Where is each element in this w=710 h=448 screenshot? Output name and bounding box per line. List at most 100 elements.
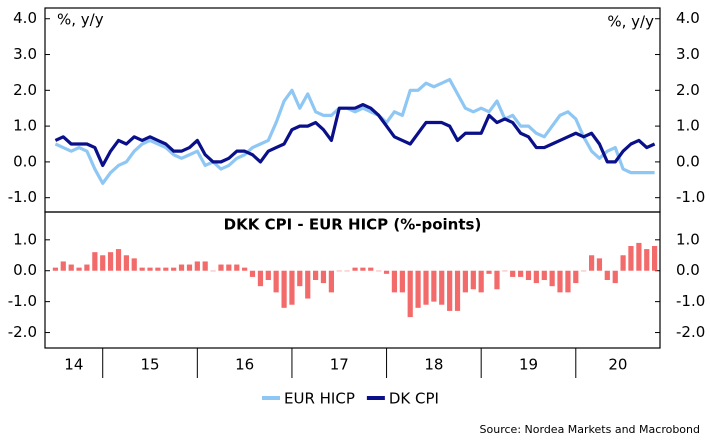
bar <box>628 246 634 271</box>
bar <box>431 270 437 302</box>
bar <box>234 264 240 271</box>
bar <box>376 270 382 272</box>
bar <box>68 264 74 271</box>
bar <box>486 270 492 274</box>
y2-tick-label: -1.0 <box>676 188 705 206</box>
bar <box>454 270 461 311</box>
bar <box>415 270 421 308</box>
bar <box>202 261 208 271</box>
bar <box>652 246 658 271</box>
bar <box>336 270 342 272</box>
legend-label: EUR HICP <box>284 390 355 408</box>
bar <box>92 252 98 271</box>
bar <box>439 270 445 305</box>
bar <box>391 270 398 293</box>
bar <box>131 258 137 271</box>
bar <box>257 270 264 287</box>
bar <box>573 270 579 284</box>
bar <box>407 270 413 318</box>
bar <box>76 267 82 271</box>
bar <box>588 255 595 271</box>
bar <box>289 270 295 305</box>
bar <box>226 264 232 271</box>
y2-axis-label: %, y/y <box>607 13 654 31</box>
bar <box>249 270 256 277</box>
bar <box>636 242 642 271</box>
bar <box>52 267 59 271</box>
y-tick-label: -2.0 <box>8 323 37 341</box>
bar <box>494 270 500 290</box>
bar <box>596 258 603 271</box>
x-tick-label: 19 <box>519 356 538 374</box>
bar <box>313 270 319 280</box>
legend-label: DK CPI <box>389 390 439 408</box>
y-tick-label: -1.0 <box>8 188 37 206</box>
bar <box>462 270 468 293</box>
bar <box>84 264 90 271</box>
y-tick-label: 0.0 <box>13 152 37 170</box>
bar <box>533 270 539 284</box>
bar <box>281 270 287 308</box>
bar <box>147 267 153 271</box>
bar <box>470 270 476 290</box>
bar <box>305 270 311 299</box>
bar <box>502 270 508 272</box>
line-series <box>54 103 656 168</box>
bar <box>612 270 618 284</box>
bar <box>399 270 405 293</box>
bar <box>581 270 587 272</box>
bar <box>60 261 66 271</box>
y-tick-label: 2.0 <box>13 81 37 99</box>
bar <box>100 255 106 271</box>
bar <box>344 270 350 272</box>
y-axis-label: %, y/y <box>57 11 104 29</box>
panel-frame <box>44 211 661 349</box>
source-note: Source: Nordea Markets and Macrobond <box>480 423 700 436</box>
bar <box>620 255 626 271</box>
bar <box>565 270 571 293</box>
x-tick-label: 18 <box>424 356 443 374</box>
bar <box>297 270 303 287</box>
x-tick-label: 15 <box>140 356 159 374</box>
y2-tick-label: -2.0 <box>676 323 705 341</box>
bar <box>155 267 161 271</box>
bar <box>549 270 555 287</box>
bar <box>178 264 185 271</box>
bar <box>115 249 122 271</box>
y2-tick-label: -1.0 <box>676 292 705 310</box>
x-tick-label: 17 <box>330 356 349 374</box>
bar <box>447 270 453 311</box>
y2-tick-label: 2.0 <box>676 81 700 99</box>
bar <box>541 270 547 280</box>
bar <box>368 267 374 271</box>
x-tick-label: 16 <box>235 356 254 374</box>
bar <box>360 267 366 271</box>
x-tick-label: 14 <box>64 356 83 374</box>
bar <box>478 270 484 293</box>
bar <box>328 270 335 293</box>
line-series <box>54 77 655 185</box>
y-tick-label: 0.0 <box>13 261 37 279</box>
y-tick-label: 1.0 <box>13 230 37 248</box>
bar <box>107 252 114 271</box>
y2-tick-label: 0.0 <box>676 152 700 170</box>
y2-tick-label: 1.0 <box>676 117 700 135</box>
bar <box>510 270 516 277</box>
bar <box>352 267 358 271</box>
bar <box>423 270 429 305</box>
bar <box>139 267 145 271</box>
y-tick-label: 4.0 <box>13 9 37 27</box>
bar <box>383 270 390 274</box>
x-tick-label: 20 <box>608 356 627 374</box>
bar <box>525 270 532 280</box>
bar <box>186 264 193 271</box>
bar <box>123 255 129 271</box>
bar <box>265 270 271 280</box>
y2-tick-label: 3.0 <box>676 45 700 63</box>
bar <box>604 270 610 280</box>
bar <box>273 270 279 293</box>
bar <box>557 270 563 293</box>
y2-tick-label: 1.0 <box>676 230 700 248</box>
bar <box>320 270 327 284</box>
